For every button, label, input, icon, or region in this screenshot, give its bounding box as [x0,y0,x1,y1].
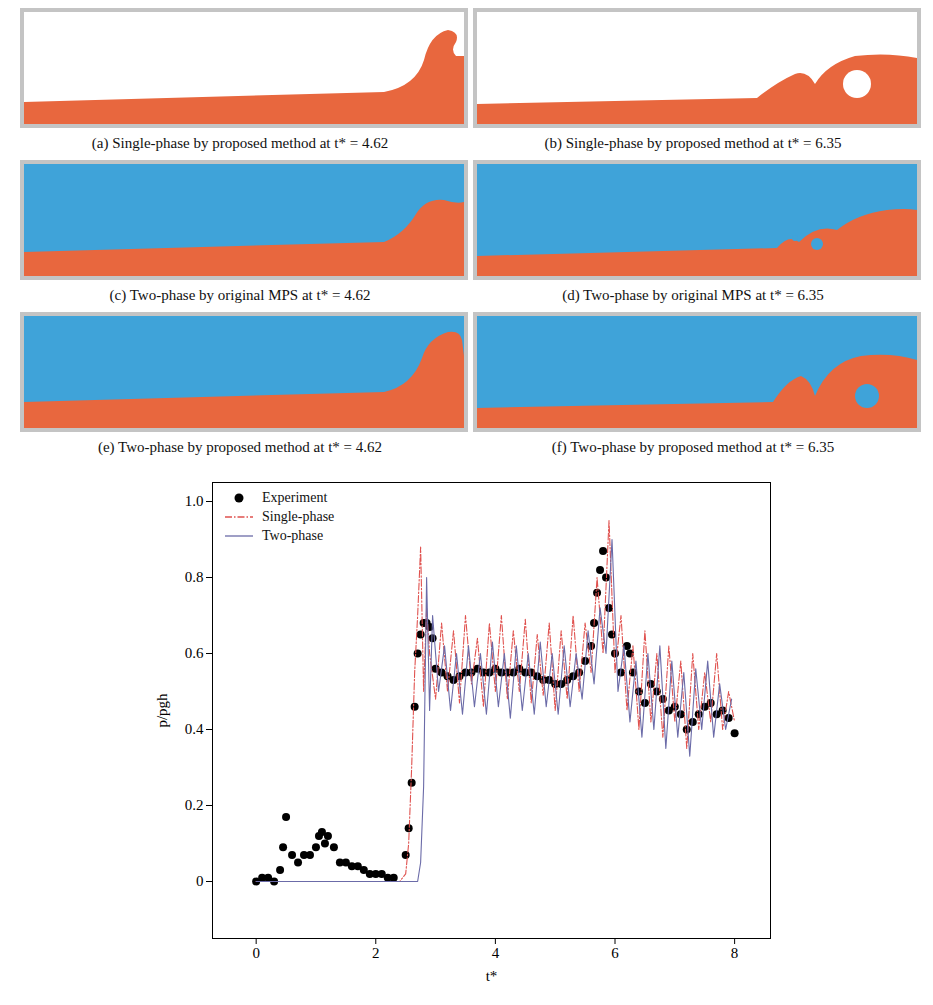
svg-text:t*: t* [486,968,498,984]
svg-text:8: 8 [731,945,739,961]
html-text:(e) Two-phase by proposed meth: (e) Two-phase by proposed method at t* =… [97,439,383,455]
svg-text:2: 2 [372,945,380,961]
svg-text:0.4: 0.4 [185,721,204,737]
svg-text:0.2: 0.2 [185,797,204,813]
svg-text:1.0: 1.0 [185,493,204,509]
svg-text:p/pgh: p/pgh [154,693,170,728]
html-text:(d) Two-phase by original MPS: (d) Two-phase by original MPS at t* = 6.… [562,287,824,303]
svg-text:0: 0 [196,873,204,889]
html-text:(b) Single-phase by proposed m: (b) Single-phase by proposed method at t… [544,135,842,151]
svg-text:0: 0 [252,945,260,961]
html-text:Experiment: Experiment [262,489,328,505]
svg-text:0.6: 0.6 [185,645,204,661]
svg-text:0.8: 0.8 [185,569,204,585]
html-text:(f) Two-phase by proposed meth: (f) Two-phase by proposed method at t* =… [551,439,835,455]
svg-text:4: 4 [492,945,500,961]
html-text:(c) Two-phase by original MPS: (c) Two-phase by original MPS at t* = 4.… [109,287,371,303]
html-text:Two-phase: Two-phase [262,527,324,543]
html-text:(a) Single-phase by proposed m: (a) Single-phase by proposed method at t… [91,135,389,151]
html-text:Single-phase: Single-phase [262,508,335,524]
svg-text:6: 6 [611,945,619,961]
